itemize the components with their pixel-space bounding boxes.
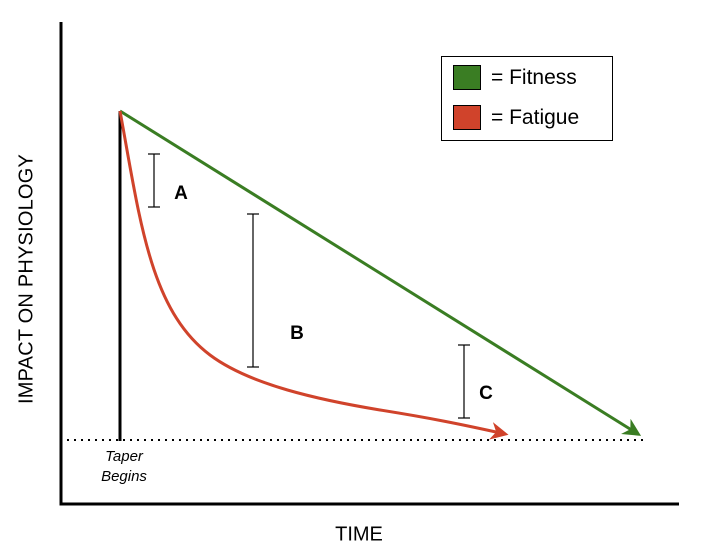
legend-label-fatigue: = Fatigue <box>491 105 580 129</box>
x-axis-label: TIME <box>335 523 383 546</box>
gap-bracket-c <box>458 344 470 419</box>
y-axis-label: IMPACT ON PHYSIOLOGY <box>15 154 38 404</box>
fitness-swatch <box>453 65 481 90</box>
legend-item-fatigue: = Fatigue <box>453 105 579 130</box>
gap-bracket-b <box>247 213 259 368</box>
taper-label-line1: Taper <box>105 448 143 465</box>
fatigue-curve <box>118 110 509 440</box>
fitness-line <box>119 109 642 436</box>
taper-begins-label: Taper Begins <box>79 447 169 487</box>
gap-label-b: B <box>290 323 304 344</box>
legend-label-fitness: = Fitness <box>491 65 577 89</box>
gap-bracket-a <box>148 153 160 208</box>
taper-label-line2: Begins <box>101 468 147 485</box>
legend: = Fitness = Fatigue <box>441 56 613 141</box>
gap-label-a: A <box>174 183 188 204</box>
legend-item-fitness: = Fitness <box>453 65 577 90</box>
gap-label-c: C <box>479 383 493 404</box>
fatigue-swatch <box>453 105 481 130</box>
